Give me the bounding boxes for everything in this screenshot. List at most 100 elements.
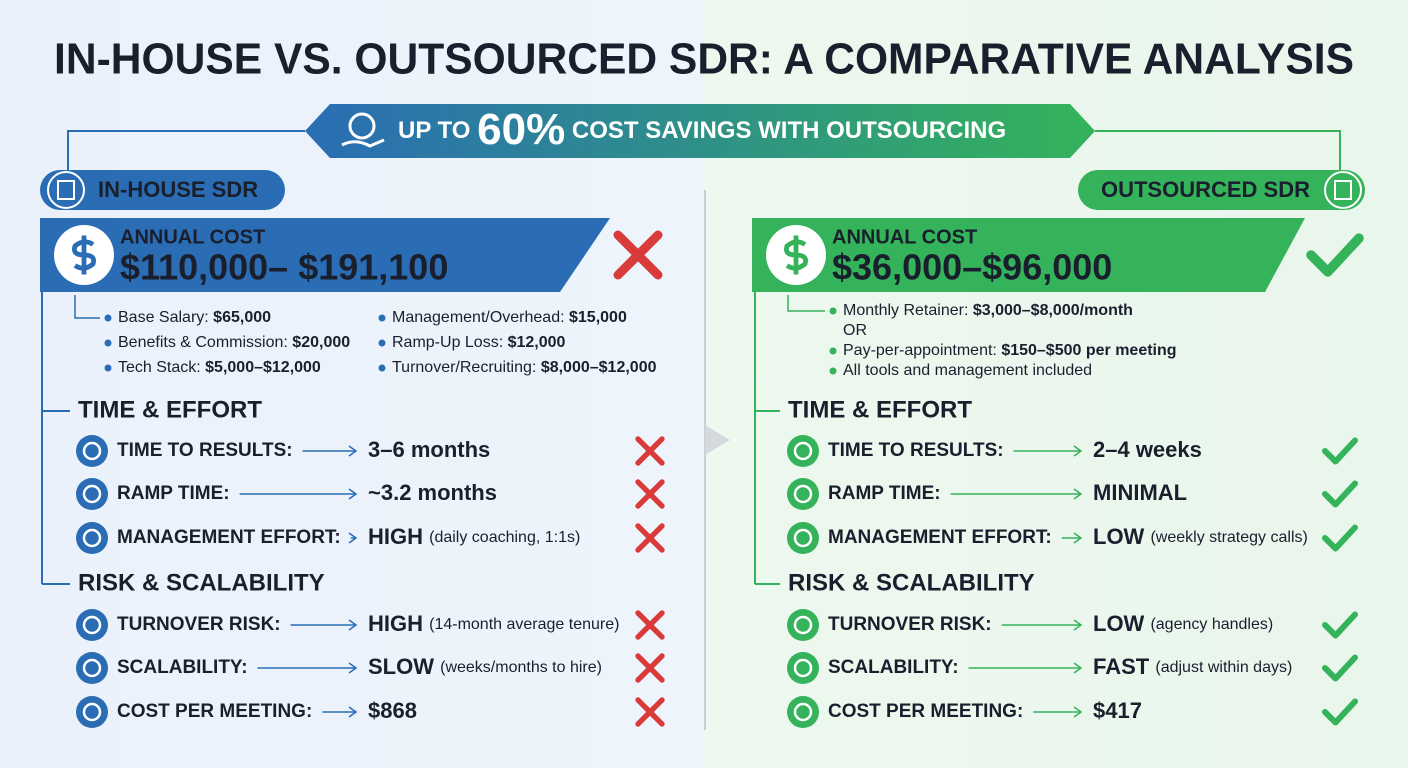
- breakdown-item: All tools and management included: [843, 362, 1092, 379]
- breakdown-label: Benefits & Commission:: [118, 334, 288, 351]
- breakdown-value: $65,000: [213, 309, 271, 326]
- breakdown-label: OR: [843, 322, 867, 339]
- row-icon: [787, 696, 819, 728]
- row-icon: [787, 609, 819, 641]
- hand-icon: [341, 138, 385, 148]
- breakdown-label: Monthly Retainer:: [843, 302, 968, 319]
- section-title: RISK & SCALABILITY: [78, 569, 325, 596]
- row-icon: [82, 484, 102, 504]
- cross-mark: [635, 436, 665, 466]
- row-arrow-head: [1073, 532, 1083, 544]
- row-value-main: 2–4 weeks: [1093, 437, 1202, 462]
- cost-ribbon: [40, 218, 610, 292]
- check-mark: [1322, 437, 1358, 465]
- check-mark: [1322, 611, 1358, 639]
- row-arrow-head: [348, 662, 358, 674]
- cross-mark: [635, 610, 665, 640]
- row-label: TURNOVER RISK:: [828, 614, 992, 635]
- column-label-pill: [1078, 170, 1365, 210]
- cross-mark: [635, 653, 665, 683]
- row-icon: [76, 522, 108, 554]
- row-icon: [793, 658, 813, 678]
- row-label: SCALABILITY:: [828, 657, 959, 678]
- bullet: [829, 347, 837, 355]
- row-icon: [82, 528, 102, 548]
- row-value-main: $417: [1093, 698, 1142, 723]
- savings-banner: [305, 104, 1095, 158]
- breakdown-label: Tech Stack:: [118, 359, 201, 376]
- breakdown-item: Tech Stack: $5,000–$12,000: [118, 359, 321, 376]
- breakdown-value: $20,000: [292, 334, 350, 351]
- row-value: SLOW (weeks/months to hire): [368, 654, 602, 679]
- breakdown-item: Ramp-Up Loss: $12,000: [392, 334, 566, 351]
- breakdown-item: Management/Overhead: $15,000: [392, 309, 627, 326]
- row-icon: [793, 441, 813, 461]
- bullet: [104, 339, 112, 347]
- bullet: [378, 364, 386, 372]
- bullet: [378, 339, 386, 347]
- banner-main: COST SAVINGS WITH OUTSOURCING: [572, 117, 1006, 144]
- row-label: TIME TO RESULTS:: [828, 440, 1004, 461]
- section-title: TIME & EFFORT: [78, 396, 262, 423]
- cost-label: ANNUAL COST: [832, 226, 977, 248]
- column-icon: [57, 180, 75, 200]
- cross-mark: [635, 523, 665, 553]
- cross-mark: [613, 230, 663, 280]
- breakdown-value: $15,000: [569, 309, 627, 326]
- row-value: $417: [1093, 698, 1142, 723]
- row-label: RAMP TIME:: [117, 483, 230, 504]
- breakdown-value: $8,000–$12,000: [541, 359, 657, 376]
- row-value: 2–4 weeks: [1093, 437, 1202, 462]
- row-note: (agency handles): [1150, 616, 1273, 633]
- cost-label: ANNUAL COST: [120, 226, 265, 248]
- breakdown-item: Pay-per-appointment: $150–$500 per meeti…: [843, 342, 1177, 359]
- breakdown-value: $5,000–$12,000: [205, 359, 321, 376]
- breakdown-label: Base Salary:: [118, 309, 209, 326]
- banner-prefix: UP TO: [398, 117, 470, 144]
- check-mark: [1306, 233, 1364, 277]
- column-label: OUTSOURCED SDR: [1101, 177, 1310, 202]
- breakdown-label: Pay-per-appointment:: [843, 342, 997, 359]
- row-icon: [793, 702, 813, 722]
- row-arrow-head: [1073, 662, 1083, 674]
- row-value-main: $868: [368, 698, 417, 723]
- row-icon: [76, 652, 108, 684]
- row-arrow-head: [348, 445, 358, 457]
- check-mark: [1322, 654, 1358, 682]
- cost-ribbon: [752, 218, 1305, 292]
- row-value-main: SLOW: [368, 654, 434, 679]
- breakdown-value: $3,000–$8,000/month: [973, 302, 1133, 319]
- row-label: COST PER MEETING:: [117, 701, 312, 722]
- row-note: (14-month average tenure): [429, 616, 619, 633]
- row-value: HIGH (daily coaching, 1:1s): [368, 524, 580, 549]
- row-value: 3–6 months: [368, 437, 490, 462]
- row-icon: [76, 609, 108, 641]
- row-value: LOW (weekly strategy calls): [1093, 524, 1308, 549]
- row-value-main: HIGH: [368, 611, 423, 636]
- banner-text: UP TO 60% COST SAVINGS WITH OUTSOURCING: [398, 105, 1006, 154]
- breakdown-label: Ramp-Up Loss:: [392, 334, 503, 351]
- cost-value: $110,000– $191,100: [120, 247, 448, 288]
- row-arrow-head: [348, 619, 358, 631]
- divider-chevron: [705, 425, 730, 455]
- row-arrow-head: [348, 532, 358, 544]
- row-arrow-head: [1073, 706, 1083, 718]
- breakdown-item: OR: [843, 322, 867, 339]
- bullet: [104, 364, 112, 372]
- breakdown-label: Management/Overhead:: [392, 309, 565, 326]
- row-icon: [76, 435, 108, 467]
- title: IN-HOUSE VS. OUTSOURCED SDR: A COMPARATI…: [54, 35, 1354, 84]
- row-label: MANAGEMENT EFFORT:: [828, 527, 1052, 548]
- row-icon: [82, 658, 102, 678]
- row-note: (weekly strategy calls): [1150, 529, 1307, 546]
- row-value-main: LOW: [1093, 524, 1145, 549]
- row-note: (adjust within days): [1155, 659, 1292, 676]
- row-icon: [787, 522, 819, 554]
- bullet: [104, 314, 112, 322]
- bullet: [829, 367, 837, 375]
- row-label: TIME TO RESULTS:: [117, 440, 293, 461]
- row-value: $868: [368, 698, 417, 723]
- cross-mark: [635, 479, 665, 509]
- row-label: SCALABILITY:: [117, 657, 248, 678]
